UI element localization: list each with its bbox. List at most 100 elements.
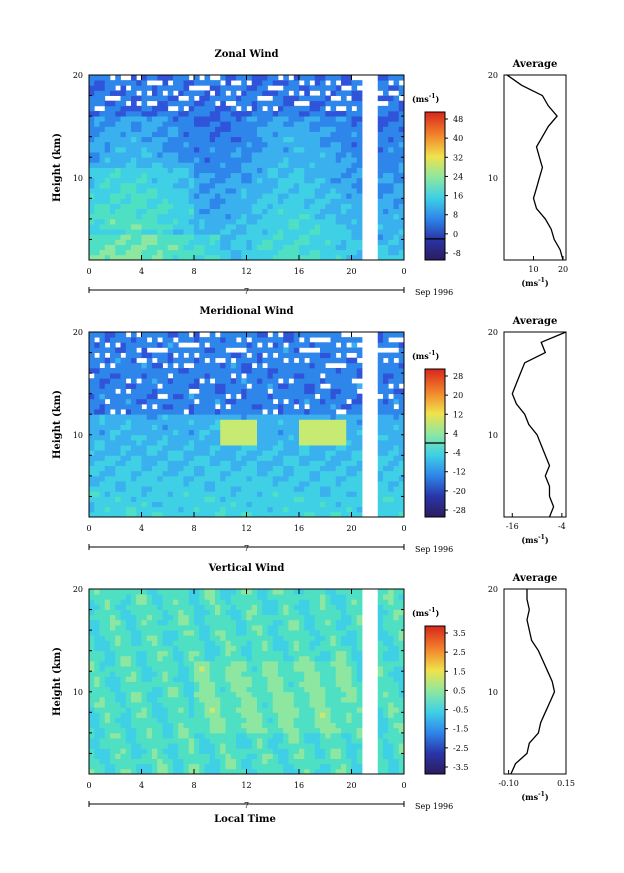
heatmap-cell (393, 198, 400, 204)
heatmap-cell (225, 429, 232, 436)
heatmap-cell (141, 188, 148, 194)
heatmap-cell (335, 373, 342, 379)
heatmap-cell (299, 403, 305, 410)
heatmap-cell (314, 188, 321, 194)
heatmap-cell (330, 141, 337, 148)
heatmap-cell (278, 172, 284, 179)
heatmap-cell (215, 470, 221, 477)
heatmap-cell (236, 450, 242, 456)
heatmap-cell (388, 434, 394, 441)
heatmap-cell (167, 758, 174, 765)
heatmap-cell (351, 224, 358, 230)
heatmap-cell (377, 362, 384, 369)
heatmap-cell (299, 234, 305, 240)
heatmap-cell (173, 383, 179, 389)
heatmap-cell (341, 470, 347, 477)
heatmap-cell (99, 85, 106, 91)
heatmap-cell (89, 224, 95, 230)
heatmap-cell (131, 496, 137, 502)
heatmap-cell (94, 388, 100, 395)
heatmap-cell (183, 696, 190, 703)
heatmap-cell (183, 434, 190, 441)
heatmap-cell (125, 357, 132, 364)
heatmap-cell (314, 475, 321, 482)
heatmap-cell (199, 450, 205, 456)
heatmap-cell (146, 208, 153, 215)
heatmap-cell (199, 470, 205, 477)
heatmap-cell (272, 419, 279, 425)
heatmap-cell (104, 753, 111, 759)
heatmap-cell (104, 157, 111, 163)
heatmap-cell (183, 110, 190, 117)
heatmap-cell (299, 460, 305, 467)
heatmap-cell (288, 347, 295, 353)
heatmap-cell (341, 182, 347, 189)
heatmap-cell (125, 614, 132, 621)
heatmap-cell (325, 352, 331, 359)
heatmap-cell (125, 712, 132, 718)
heatmap-cell (178, 455, 184, 461)
heatmap-cell (309, 409, 316, 415)
heatmap-cell (167, 738, 174, 744)
heatmap-cell (330, 229, 337, 235)
heatmap-cell (215, 511, 221, 518)
heatmap-cell (304, 373, 310, 379)
heatmap-cell (188, 162, 195, 168)
heatmap-cell (330, 136, 337, 143)
heatmap-cell (257, 455, 263, 461)
heatmap-cell (141, 414, 148, 420)
heatmap-cell (167, 75, 174, 81)
heatmap-cell (188, 609, 195, 616)
heatmap-cell (89, 696, 95, 703)
heatmap-cell (388, 455, 394, 461)
heatmap-cell (141, 362, 148, 369)
heatmap-cell (152, 655, 158, 662)
heatmap-cell (104, 100, 111, 107)
heatmap-cell (346, 455, 352, 461)
heatmap-cell (178, 763, 184, 770)
heatmap-cell (199, 589, 205, 595)
heatmap-cell (136, 491, 142, 497)
heatmap-cell (267, 224, 274, 230)
heatmap-cell (215, 686, 221, 693)
heatmap-cell (299, 110, 305, 117)
heatmap-cell (173, 732, 179, 739)
heatmap-cell (377, 491, 384, 497)
heatmap-cell (152, 604, 158, 610)
heatmap-cell (325, 116, 331, 122)
heatmap-cell (304, 342, 310, 348)
heatmap-cell (293, 218, 300, 225)
heatmap-cell (125, 702, 132, 708)
heatmap-cell (146, 491, 153, 497)
heatmap-cell (220, 403, 226, 410)
heatmap-cell (388, 398, 394, 405)
heatmap-cell (110, 445, 116, 451)
heatmap-cell (136, 409, 142, 415)
heatmap-cell (257, 393, 263, 400)
heatmap-cell (241, 470, 247, 477)
heatmap-cell (314, 496, 321, 502)
heatmap-cell (283, 511, 289, 518)
heatmap-cell (272, 152, 279, 158)
heatmap-cell (167, 409, 174, 415)
heatmap-cell (230, 398, 237, 405)
heatmap-cell (167, 218, 174, 225)
heatmap-cell (215, 85, 221, 91)
heatmap-cell (178, 75, 184, 81)
heatmap-cell (146, 95, 153, 102)
heatmap-cell (241, 393, 247, 400)
heatmap-cell (330, 213, 337, 220)
heatmap-cell (241, 445, 247, 451)
heatmap-cell (246, 475, 253, 482)
heatmap-cell (194, 254, 200, 261)
heatmap-cell (225, 496, 232, 502)
heatmap-cell (267, 337, 274, 343)
heatmap-cell (325, 146, 331, 153)
heatmap-cell (215, 743, 221, 749)
heatmap-cell (283, 450, 289, 456)
heatmap-cell (288, 172, 295, 179)
heatmap-cell (383, 121, 389, 127)
heatmap-cell (125, 373, 132, 379)
heatmap-cell (325, 203, 331, 210)
heatmap-cell (383, 224, 389, 230)
